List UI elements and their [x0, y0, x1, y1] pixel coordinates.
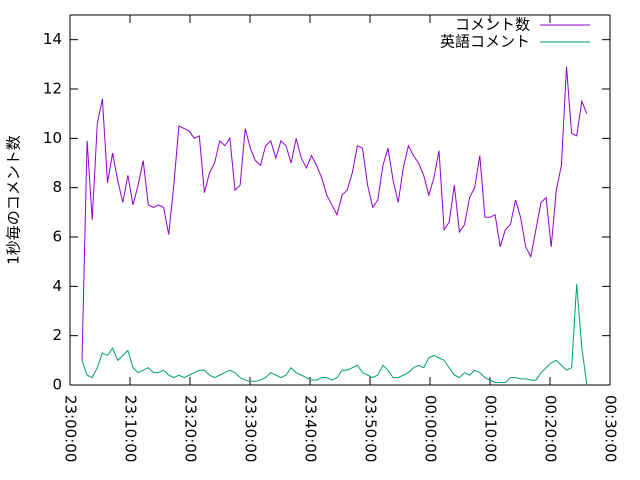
y-tick-label: 4: [52, 277, 62, 295]
x-tick-label: 23:50:00: [362, 395, 380, 462]
y-tick-label: 6: [52, 228, 62, 246]
series-line: [81, 283, 588, 386]
x-tick-label: 00:20:00: [542, 395, 560, 462]
legend-label: コメント数: [455, 16, 530, 34]
y-axis-label: 1秒毎のコメント数: [5, 135, 23, 265]
x-tick-label: 23:40:00: [302, 395, 320, 462]
y-tick-label: 8: [52, 178, 62, 196]
x-tick-label: 23:10:00: [122, 395, 140, 462]
x-tick-label: 00:00:00: [422, 395, 440, 462]
x-tick-label: 23:30:00: [242, 395, 260, 462]
y-tick-label: 12: [43, 80, 62, 98]
x-tick-label: 23:00:00: [62, 395, 80, 462]
x-tick-label: 23:20:00: [182, 395, 200, 462]
x-tick-label: 00:10:00: [482, 395, 500, 462]
series-line: [81, 66, 588, 361]
x-tick-label: 00:30:00: [602, 395, 620, 462]
y-tick-label: 14: [43, 30, 62, 48]
legend-label: 英語コメント: [440, 33, 530, 51]
y-tick-label: 10: [43, 129, 62, 147]
y-tick-label: 2: [52, 326, 62, 344]
y-tick-label: 0: [52, 376, 62, 394]
plot-frame: [69, 14, 611, 386]
